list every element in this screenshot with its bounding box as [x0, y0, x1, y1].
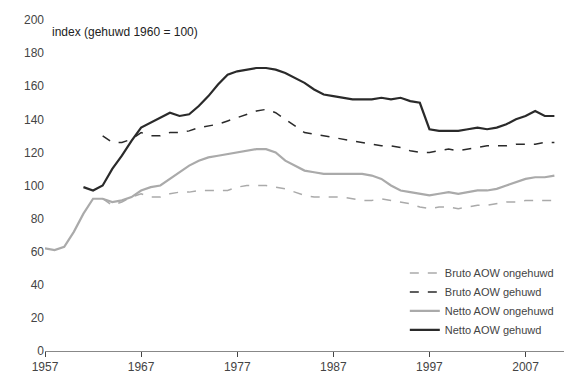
svg-text:100: 100	[24, 179, 44, 193]
svg-text:20: 20	[31, 311, 45, 325]
svg-text:180: 180	[24, 46, 44, 60]
svg-text:1977: 1977	[224, 360, 251, 374]
svg-text:Bruto AOW ongehuwd: Bruto AOW ongehuwd	[445, 267, 554, 279]
svg-text:40: 40	[31, 278, 45, 292]
svg-text:160: 160	[24, 79, 44, 93]
svg-text:120: 120	[24, 146, 44, 160]
svg-text:140: 140	[24, 113, 44, 127]
svg-text:Bruto AOW gehuwd: Bruto AOW gehuwd	[445, 286, 542, 298]
svg-text:1987: 1987	[320, 360, 347, 374]
svg-text:60: 60	[31, 245, 45, 259]
svg-text:200: 200	[24, 13, 44, 27]
svg-text:80: 80	[31, 212, 45, 226]
svg-text:1957: 1957	[32, 360, 59, 374]
svg-text:index (gehuwd 1960 = 100): index (gehuwd 1960 = 100)	[52, 25, 198, 39]
svg-text:Netto AOW ongehuwd: Netto AOW ongehuwd	[445, 305, 554, 317]
svg-text:1967: 1967	[128, 360, 155, 374]
svg-text:1997: 1997	[416, 360, 443, 374]
svg-text:Netto AOW gehuwd: Netto AOW gehuwd	[445, 324, 542, 336]
svg-text:2007: 2007	[512, 360, 539, 374]
svg-text:0: 0	[37, 344, 44, 358]
